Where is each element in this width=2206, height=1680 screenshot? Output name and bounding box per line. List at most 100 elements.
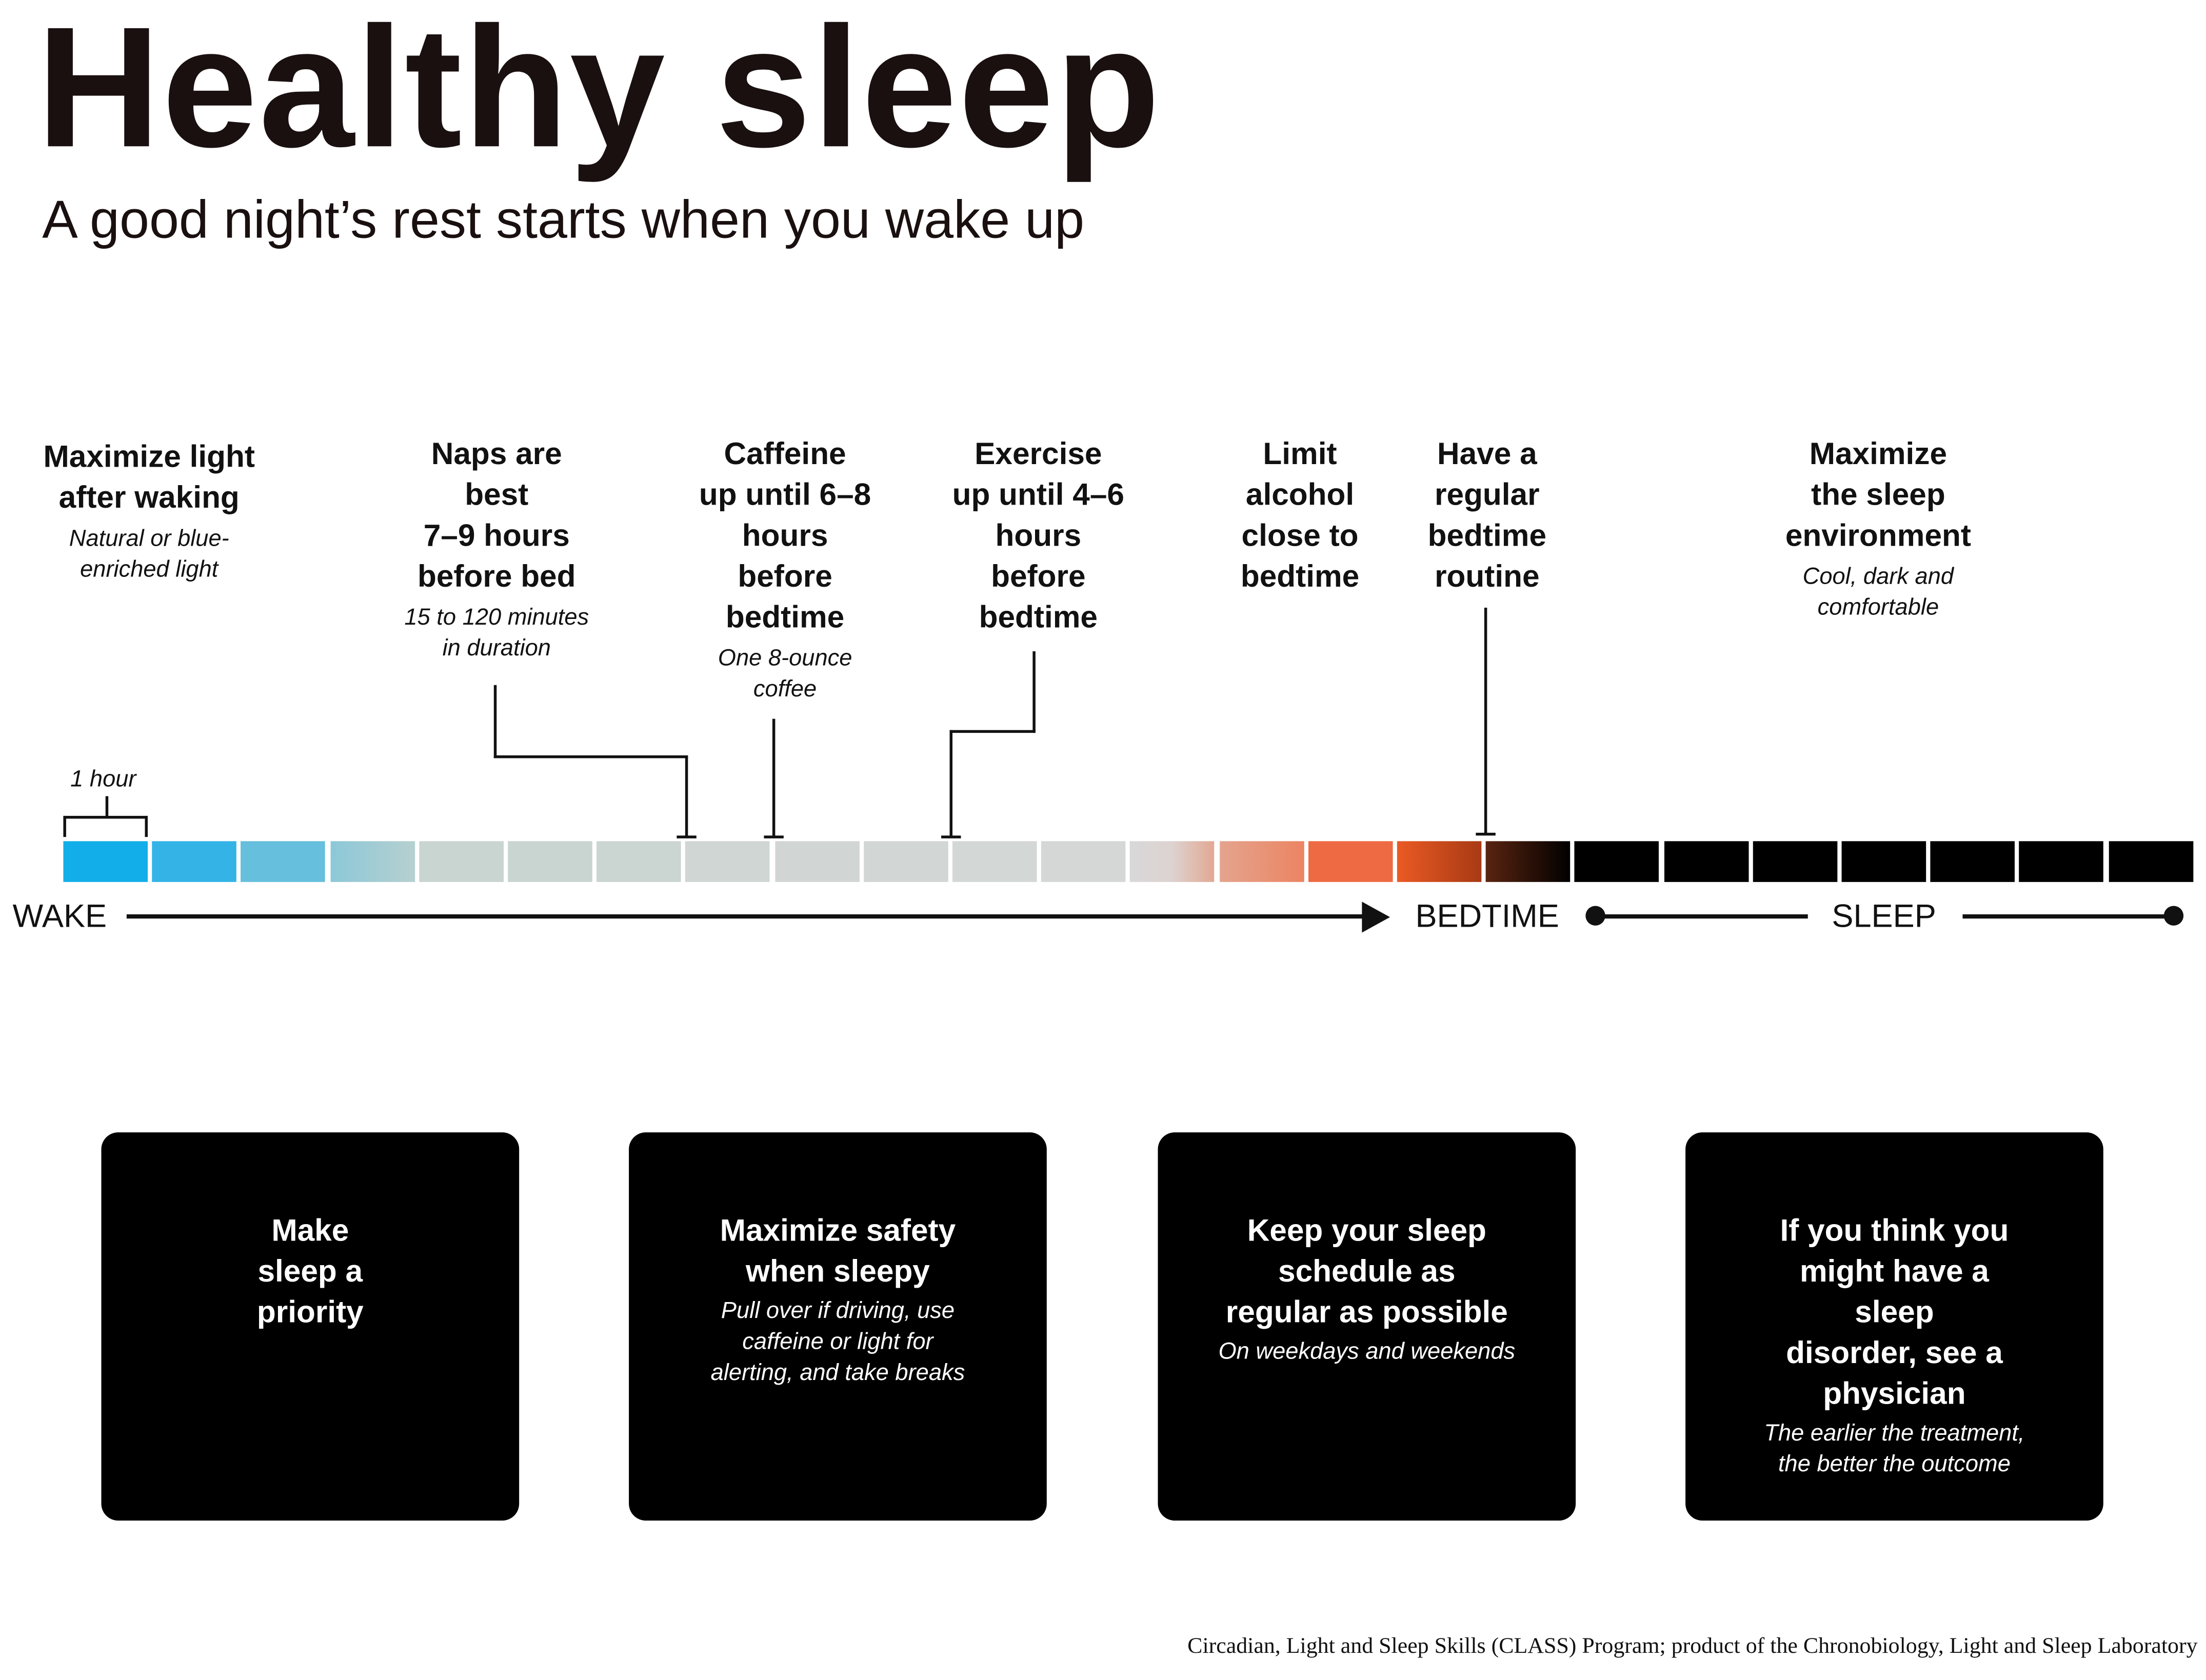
timeline-hour-segment: [1663, 841, 1748, 882]
tip-heading-line: up until 4–6: [952, 476, 1124, 512]
tip-heading-line: bedtime: [725, 599, 845, 635]
tip-heading-line: Caffeine: [724, 436, 846, 471]
tip-alcohol: Limit alcohol close to bedtime: [1241, 433, 1359, 596]
timeline-hour-segment: [952, 841, 1037, 882]
advice-heading-line: Maximize safety: [720, 1212, 956, 1248]
footer-credit: Circadian, Light and Sleep Skills (CLASS…: [1187, 1634, 2198, 1658]
timeline-hour-segment: [597, 841, 682, 882]
timeline-hour-segment: [774, 841, 859, 882]
timeline-hour-segment: [1041, 841, 1126, 882]
tip-note-line: in duration: [442, 635, 551, 662]
sleep-label: SLEEP: [1832, 897, 1936, 934]
tip-heading-line: alcohol: [1245, 476, 1355, 512]
tip-note-line: One 8-ounce: [718, 646, 852, 671]
advice-note-line: alerting, and take breaks: [710, 1360, 965, 1386]
tip-caffeine: Caffeine up until 6–8 hours before bedtime On…: [699, 433, 871, 705]
advice-note-line: caffeine or light for: [742, 1329, 933, 1355]
timeline-hour-segment: [1219, 841, 1304, 882]
tip-heading-line: before: [991, 558, 1086, 594]
tip-heading-line: after waking: [58, 479, 240, 515]
tip-heading-line: bedtime: [1240, 558, 1360, 594]
timeline-hour-segment: [508, 841, 592, 882]
advice-heading-line: might have a: [1799, 1253, 1989, 1289]
timeline-hour-segment: [2019, 841, 2104, 882]
tip-heading-line: up until 6–8: [699, 476, 871, 512]
timeline-hour-segment: [241, 841, 326, 882]
timeline-hour-segment: [1130, 841, 1215, 882]
tip-heading-line: Maximize light: [43, 438, 255, 474]
sleep-line-left: [1604, 914, 1808, 919]
timeline-hour-segment: [1841, 841, 1926, 882]
tip-heading-line: regular: [1435, 476, 1540, 512]
advice-heading-line: disorder, see a: [1786, 1335, 2003, 1370]
advice-heading-line: If you think you: [1780, 1212, 2009, 1248]
timeline-hour-segment: [685, 841, 770, 882]
tip-heading-line: hours: [742, 517, 828, 553]
tip-heading-line: Limit: [1263, 436, 1337, 471]
advice-heading-line: schedule as: [1278, 1253, 1456, 1289]
advice-box-safety: Maximize safety when sleepy Pull over if d…: [629, 1132, 1047, 1521]
tip-note-line: Natural or blue-: [69, 526, 229, 552]
page-subtitle: A good night’s rest starts when you wake…: [42, 191, 1085, 251]
tip-heading-line: 7–9 hours: [423, 517, 570, 553]
bedtime-label: BEDTIME: [1415, 897, 1559, 934]
advice-note: Pull over if driving, use caffeine or lig…: [629, 1295, 1047, 1388]
timeline-hour-segment: [419, 841, 504, 882]
tip-note-line: enriched light: [80, 557, 218, 583]
advice-heading-line: physician: [1823, 1375, 1966, 1411]
advice-note-line: The earlier the treatment,: [1764, 1421, 2025, 1446]
sleep-start-dot: [1585, 906, 1605, 926]
advice-note-line: the better the outcome: [1778, 1451, 2011, 1477]
advice-note-line: Pull over if driving, use: [721, 1298, 955, 1324]
tip-naps: Naps are best 7–9 hours before bed 15 to 120…: [404, 433, 589, 664]
timeline-hour-segment: [1397, 841, 1482, 882]
tip-heading-line: bedtime: [1427, 517, 1547, 553]
tip-heading-line: Have a: [1437, 436, 1537, 471]
timeline-hour-segment: [330, 841, 415, 882]
timeline-hour-segment: [152, 841, 237, 882]
tip-heading-line: the sleep: [1811, 476, 1945, 512]
hour-scale-label: 1 hour: [70, 766, 136, 792]
tip-note-line: coffee: [753, 676, 817, 702]
advice-box-sleep-priority: Make sleep a priority: [101, 1132, 520, 1521]
advice-heading-line: sleep a: [257, 1253, 363, 1289]
wake-arrow-line: [126, 914, 1372, 919]
timeline-hour-segment: [1486, 841, 1571, 882]
tip-heading-line: hours: [995, 517, 1082, 553]
advice-heading-line: Keep your sleep: [1247, 1212, 1486, 1248]
tip-heading-line: environment: [1785, 517, 1971, 553]
timeline-hour-segment: [1308, 841, 1393, 882]
advice-note: On weekdays and weekends: [1158, 1336, 1576, 1367]
timeline-hour-segment: [63, 841, 148, 882]
tip-note-line: Cool, dark and: [1802, 564, 1954, 590]
tip-sleep-environment: Maximize the sleep environment Cool, dark a…: [1785, 433, 1971, 623]
advice-heading-line: sleep: [1855, 1294, 1934, 1330]
advice-heading-line: Make: [271, 1212, 349, 1248]
tip-note: One 8-ounce coffee: [699, 643, 871, 705]
tip-heading-line: before bed: [418, 558, 576, 594]
timeline-hour-segment: [863, 841, 948, 882]
tip-note: 15 to 120 minutes in duration: [404, 602, 589, 664]
tip-bedtime-routine: Have a regular bedtime routine: [1428, 433, 1546, 596]
tip-heading-line: Maximize: [1809, 436, 1947, 471]
tip-heading-line: best: [465, 476, 529, 512]
tip-note-line: 15 to 120 minutes: [404, 605, 589, 630]
tip-heading-line: routine: [1435, 558, 1540, 594]
sleep-end-dot: [2163, 906, 2184, 926]
tip-heading-line: bedtime: [979, 599, 1098, 635]
advice-heading-line: regular as possible: [1225, 1294, 1508, 1330]
tip-exercise: Exercise up until 4–6 hours before bedtime: [952, 433, 1124, 637]
timeline-hour-segment: [2108, 841, 2193, 882]
tip-maximize-light: Maximize light after waking Natural or blu…: [44, 436, 255, 585]
wake-label: WAKE: [12, 897, 107, 934]
timeline-hour-segment: [1753, 841, 1837, 882]
timeline-hour-segment: [1930, 841, 2015, 882]
sleep-line-right: [1962, 914, 2167, 919]
advice-heading-line: priority: [256, 1294, 364, 1330]
advice-note: The earlier the treatment, the better the…: [1685, 1418, 2103, 1480]
arrow-head-icon: [1362, 902, 1390, 933]
advice-box-regular-schedule: Keep your sleep schedule as regular as pos…: [1158, 1132, 1576, 1521]
tip-note-line: comfortable: [1817, 595, 1939, 621]
tip-note: Cool, dark and comfortable: [1785, 561, 1971, 623]
